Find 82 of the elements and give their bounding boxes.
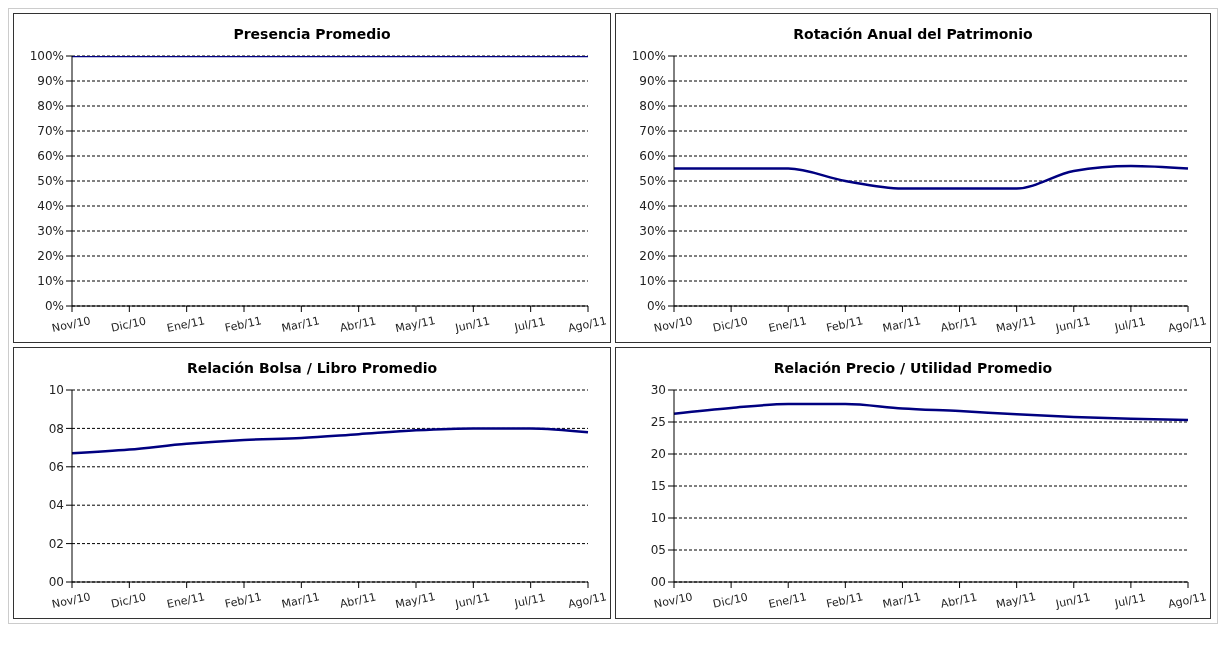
y-tick-label: 30%: [639, 224, 666, 239]
x-tick-label: Feb/11: [825, 314, 865, 335]
x-tick-label: Jul/11: [1112, 315, 1147, 335]
x-tick-label: Nov/10: [50, 314, 92, 336]
y-tick-label: 02: [48, 536, 64, 551]
y-tick-label: 20%: [37, 249, 64, 264]
y-tick-label: 25: [650, 415, 666, 430]
x-tick-label: Jul/11: [1112, 591, 1147, 611]
chart-title: Relación Bolsa / Libro Promedio: [185, 359, 439, 378]
x-tick-label: Ago/11: [566, 590, 608, 611]
x-tick-label: Nov/10: [50, 590, 92, 612]
y-tick-label: 10: [48, 383, 64, 398]
x-tick-label: Feb/11: [223, 590, 263, 611]
chart-title: Presencia Promedio: [232, 25, 392, 44]
x-tick-label: May/11: [394, 590, 437, 612]
x-tick-label: Ene/11: [165, 314, 207, 335]
x-tick-label: Mar/11: [881, 314, 922, 335]
chart-title: Relación Precio / Utilidad Promedio: [772, 359, 1054, 378]
y-tick-label: 30%: [37, 224, 64, 239]
y-tick-label: 10%: [639, 274, 666, 289]
y-tick-label: 80%: [639, 99, 666, 114]
x-tick-label: Ene/11: [165, 590, 207, 611]
x-tick-label: Ago/11: [1166, 590, 1208, 611]
y-tick-label: 04: [48, 498, 64, 513]
y-tick-label: 70%: [37, 124, 64, 139]
x-tick-label: Jun/11: [1053, 590, 1092, 611]
y-tick-label: 00: [48, 575, 64, 590]
x-tick-label: Abr/11: [939, 314, 979, 335]
y-tick-label: 70%: [639, 124, 666, 139]
x-tick-label: Dic/10: [110, 590, 148, 611]
y-tick-label: 10%: [37, 274, 64, 289]
y-tick-label: 10: [650, 511, 666, 526]
x-tick-label: Dic/10: [711, 314, 749, 335]
y-tick-label: 100%: [631, 49, 666, 64]
x-tick-label: May/11: [994, 590, 1038, 612]
y-tick-label: 50%: [37, 174, 64, 189]
x-tick-label: Dic/10: [110, 314, 148, 335]
x-tick-label: May/11: [394, 314, 437, 336]
x-tick-label: Ene/11: [767, 314, 808, 335]
y-tick-label: 20%: [639, 249, 666, 264]
y-tick-label: 90%: [37, 74, 64, 89]
y-tick-label: 06: [48, 460, 64, 475]
y-tick-label: 90%: [639, 74, 666, 89]
y-tick-label: 40%: [639, 199, 666, 214]
y-tick-label: 05: [650, 543, 666, 558]
x-tick-label: Ago/11: [566, 314, 608, 335]
line-series: [70, 427, 590, 455]
y-tick-label: 08: [48, 421, 64, 436]
y-tick-label: 20: [650, 447, 666, 462]
x-tick-label: Ago/11: [1166, 314, 1208, 335]
x-tick-label: Nov/10: [652, 314, 694, 336]
y-tick-label: 50%: [639, 174, 666, 189]
x-tick-label: Feb/11: [825, 590, 865, 611]
y-tick-label: 60%: [37, 149, 64, 164]
y-tick-label: 100%: [29, 49, 64, 64]
x-tick-label: Mar/11: [280, 590, 321, 611]
x-tick-label: Mar/11: [280, 314, 321, 335]
x-tick-label: Jun/11: [453, 590, 492, 611]
x-tick-label: Abr/11: [338, 314, 378, 335]
x-tick-label: Abr/11: [338, 590, 378, 611]
x-tick-label: Nov/10: [652, 590, 694, 612]
y-tick-label: 80%: [37, 99, 64, 114]
y-tick-label: 40%: [37, 199, 64, 214]
x-tick-label: Dic/10: [711, 590, 749, 611]
x-tick-label: Ene/11: [767, 590, 808, 611]
y-tick-label: 00: [650, 575, 666, 590]
y-tick-label: 0%: [646, 299, 666, 314]
y-tick-label: 60%: [639, 149, 666, 164]
chart-title: Rotación Anual del Patrimonio: [792, 25, 1034, 44]
x-tick-label: Jun/11: [1053, 314, 1092, 335]
x-tick-label: Abr/11: [939, 590, 979, 611]
y-tick-label: 15: [650, 479, 666, 494]
x-tick-label: Jun/11: [453, 314, 492, 335]
line-series: [672, 164, 1190, 190]
x-tick-label: May/11: [994, 314, 1038, 336]
y-tick-label: 30: [650, 383, 666, 398]
x-tick-label: Jul/11: [512, 315, 547, 335]
x-tick-label: Mar/11: [881, 590, 922, 611]
line-series: [672, 402, 1190, 422]
y-tick-label: 0%: [44, 299, 64, 314]
x-tick-label: Feb/11: [223, 314, 263, 335]
x-tick-label: Jul/11: [512, 591, 547, 611]
